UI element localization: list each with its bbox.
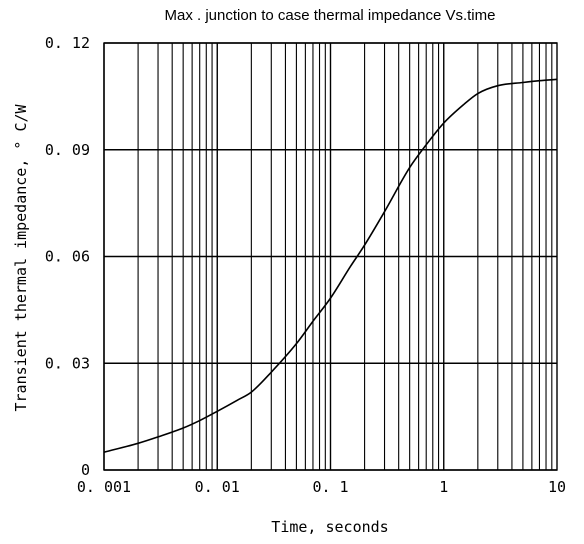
tick-label-layer: 0. 001 0. 01 0. 1 1 10 0 0. 03 0. 06 0. 09 0. 12 bbox=[45, 34, 566, 496]
x-tick-label: 10 bbox=[548, 478, 566, 496]
y-tick-label: 0. 06 bbox=[45, 248, 90, 266]
grid-layer bbox=[103, 42, 557, 471]
x-tick-label: 0. 001 bbox=[77, 478, 131, 496]
y-tick-label: 0. 12 bbox=[45, 34, 90, 52]
plot-frame bbox=[103, 42, 558, 471]
y-tick-label: 0 bbox=[81, 461, 90, 479]
chart-title: Max . junction to case thermal impedance… bbox=[165, 7, 496, 24]
x-axis-label: Time, seconds bbox=[271, 518, 388, 536]
x-tick-label: 0. 1 bbox=[312, 478, 348, 496]
y-tick-label: 0. 03 bbox=[45, 354, 90, 372]
x-tick-label: 0. 01 bbox=[195, 478, 240, 496]
y-tick-label: 0. 09 bbox=[45, 141, 90, 159]
series-line bbox=[103, 78, 558, 453]
y-axis-label: Transient thermal impedance, ° C/W bbox=[12, 104, 30, 412]
x-tick-label: 1 bbox=[439, 478, 448, 496]
